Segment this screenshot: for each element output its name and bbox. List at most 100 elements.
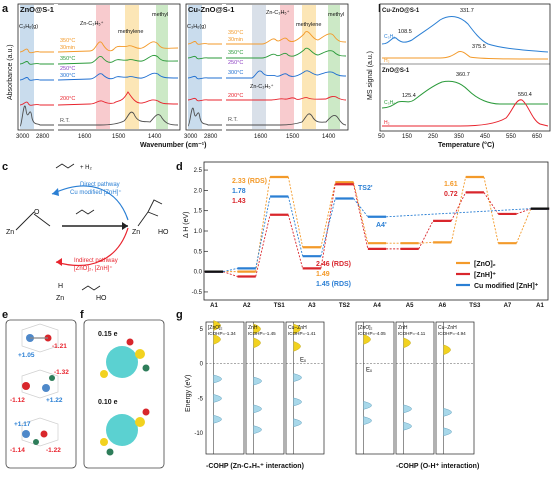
panel-g-xlabel-right: -COHP (O-H⁺ interaction) xyxy=(396,463,479,470)
d-xtick-label: A1 xyxy=(536,303,544,309)
d-xtick-label: TS3 xyxy=(469,303,481,309)
d-connector-s1-1 xyxy=(222,271,238,277)
label-b-bottom-c3h6: C₃H₆ xyxy=(384,100,395,106)
label-rt: R.T. xyxy=(60,118,70,124)
cohp-peak-antibonding xyxy=(293,397,302,407)
cohp-peak-bonding xyxy=(363,334,371,345)
cohp-icohp-2: ICOHP=-1.41 xyxy=(288,331,316,336)
annot-znh-3: 0.72 xyxy=(444,191,458,198)
cohp-peak-antibonding xyxy=(293,418,302,427)
d-connector-s1-3 xyxy=(287,214,304,269)
cohp-peak-antibonding xyxy=(293,373,302,382)
atom-zn-2 xyxy=(22,382,30,390)
panel-g-xlabel-left: -COHP (Zn-C₃H₅⁺ interaction) xyxy=(206,463,304,470)
d-xtick-label: A3 xyxy=(308,303,316,309)
cohp-peak-antibonding xyxy=(443,408,452,417)
cohp-peak-antibonding xyxy=(403,421,412,431)
panel-a-left-title: ZnO@S-1 xyxy=(20,5,54,14)
cohp-peak-bonding xyxy=(293,323,301,335)
label-rt-r: R.T. xyxy=(228,117,238,123)
band-allyl2-r xyxy=(252,5,266,129)
label-350-30-r: 350°C xyxy=(228,30,243,36)
d-connector-s2-5 xyxy=(353,198,369,218)
d-connector-s1-7 xyxy=(418,220,434,250)
charge-e-4: +1.22 xyxy=(46,397,63,404)
cohp-peak-bonding xyxy=(403,337,411,349)
charge-f-0: 0.15 e xyxy=(98,331,118,338)
cohp-peak-bonding xyxy=(213,320,221,331)
annot-zno-1: 2.33 (RDS) xyxy=(232,178,267,185)
charge-e-7: -1.22 xyxy=(46,447,61,454)
label-zn-left: Zn xyxy=(6,229,14,236)
cohp-icohp-5: ICOHP=-4.94 xyxy=(438,331,466,336)
tick-a-left-2: 1600 xyxy=(78,134,92,140)
tick-b-2: 250 xyxy=(428,134,439,140)
panel-a-xlabel: Wavenumber (cm⁻¹) xyxy=(140,142,206,149)
panel-a-left: ZnO@S-1 C₃H₆(g) Zn-C₃H₅⁺ methylene methy… xyxy=(16,3,181,140)
label-zn-allyl-r: Zn-C₃H₅⁺ xyxy=(266,9,290,16)
propene-mid xyxy=(75,209,95,215)
atom-f-4 xyxy=(106,448,114,456)
cohp-peak-antibonding xyxy=(363,416,372,425)
density-blob-2 xyxy=(106,414,138,446)
peak-b-bottom-0: 125.4 xyxy=(402,93,416,99)
cohp-peak-antibonding xyxy=(213,415,222,424)
label-b-top-h2: H₂ xyxy=(384,58,390,64)
arrow-indirect xyxy=(55,227,129,266)
atom-o-4 xyxy=(40,430,48,438)
band-allyl-r xyxy=(280,5,294,129)
panel-a-right-title: Cu-ZnO@S-1 xyxy=(188,5,234,14)
panel-a-right: Cu-ZnO@S-1 C₃H₆(g) Zn-C₃H₅⁺ methylene me… xyxy=(184,3,349,140)
d-connector-s0-8 xyxy=(450,176,467,243)
g-ytick-label: 5 xyxy=(200,327,204,333)
atom-c-2 xyxy=(49,375,55,381)
g-ytick-label: -5 xyxy=(198,396,204,402)
d-connector-s0-4 xyxy=(320,182,336,248)
label-o-left: O xyxy=(34,209,40,216)
cohp-peak-bonding xyxy=(253,323,261,335)
annot-cu-2: 1.45 (RDS) xyxy=(316,281,351,288)
label-indirect-sub: [ZnO]₂, [ZnH]⁺ xyxy=(74,265,113,272)
atom-f-2 xyxy=(142,364,150,372)
panel-b-xlabel: Temperature (°C) xyxy=(438,141,494,149)
d-xtick-label: TS2 xyxy=(339,303,351,309)
cohp-title-3: [ZnO]₂ xyxy=(358,325,373,331)
panel-b-ylabel: MS signal (a.u.) xyxy=(367,51,374,100)
curve-300-r xyxy=(187,70,347,80)
label-350: 350°C xyxy=(60,56,75,62)
charge-e-1: -1.21 xyxy=(52,343,67,350)
panel-e: +1.05 -1.21 -1.32 -1.12 +1.22 +1.17 -1.1… xyxy=(5,319,77,469)
cohp-icohp-3: ICOHP=-4.05 xyxy=(358,331,386,336)
label-c3h6-gas: C₃H₆(g) xyxy=(19,24,38,30)
d-connector-s0-3 xyxy=(287,176,304,248)
label-30min-r: 30min xyxy=(228,37,243,43)
d-connector-s2-4 xyxy=(320,198,336,257)
d-xtick-label: A6 xyxy=(438,303,446,309)
tick-a-right-4: 1400 xyxy=(322,134,336,140)
charge-e-0: +1.05 xyxy=(18,352,35,359)
density-blob-1 xyxy=(106,346,138,378)
d-ytick-label: 1.0 xyxy=(194,229,203,235)
curve-b-top-h2 xyxy=(382,51,549,60)
curve-350-30min xyxy=(19,41,179,54)
band-c3h6-r xyxy=(188,5,202,129)
annot-znh-2: 2.46 (RDS) xyxy=(316,261,351,268)
cohp-icohp-1: ICOHP=-1.45 xyxy=(248,331,276,336)
curve-200 xyxy=(19,91,179,106)
label-ho-bottom: HO xyxy=(96,295,107,302)
curve-350-30min-r xyxy=(187,31,347,45)
d-connector-s1-4 xyxy=(320,184,336,269)
tick-a-right-1: 2800 xyxy=(204,134,218,140)
cohp-peak-antibonding xyxy=(443,427,452,437)
cohp-peak-bonding xyxy=(213,334,221,345)
fermi-label-left: Eₓ xyxy=(300,358,306,364)
curve-rt xyxy=(19,105,179,127)
d-xtick-label: A1 xyxy=(210,303,218,309)
cohp-title-2: Cu−ZnH xyxy=(288,325,307,331)
d-connector-s2-2 xyxy=(255,196,271,269)
panel-letter-a: a xyxy=(2,3,9,15)
band-methylene xyxy=(125,5,139,129)
label-250-r: 250°C xyxy=(228,60,243,66)
